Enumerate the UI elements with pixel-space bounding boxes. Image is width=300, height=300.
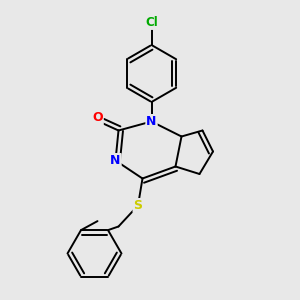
Text: S: S	[134, 199, 142, 212]
Text: N: N	[110, 154, 121, 167]
Text: O: O	[92, 111, 103, 124]
Text: N: N	[146, 115, 157, 128]
Text: Cl: Cl	[145, 16, 158, 29]
